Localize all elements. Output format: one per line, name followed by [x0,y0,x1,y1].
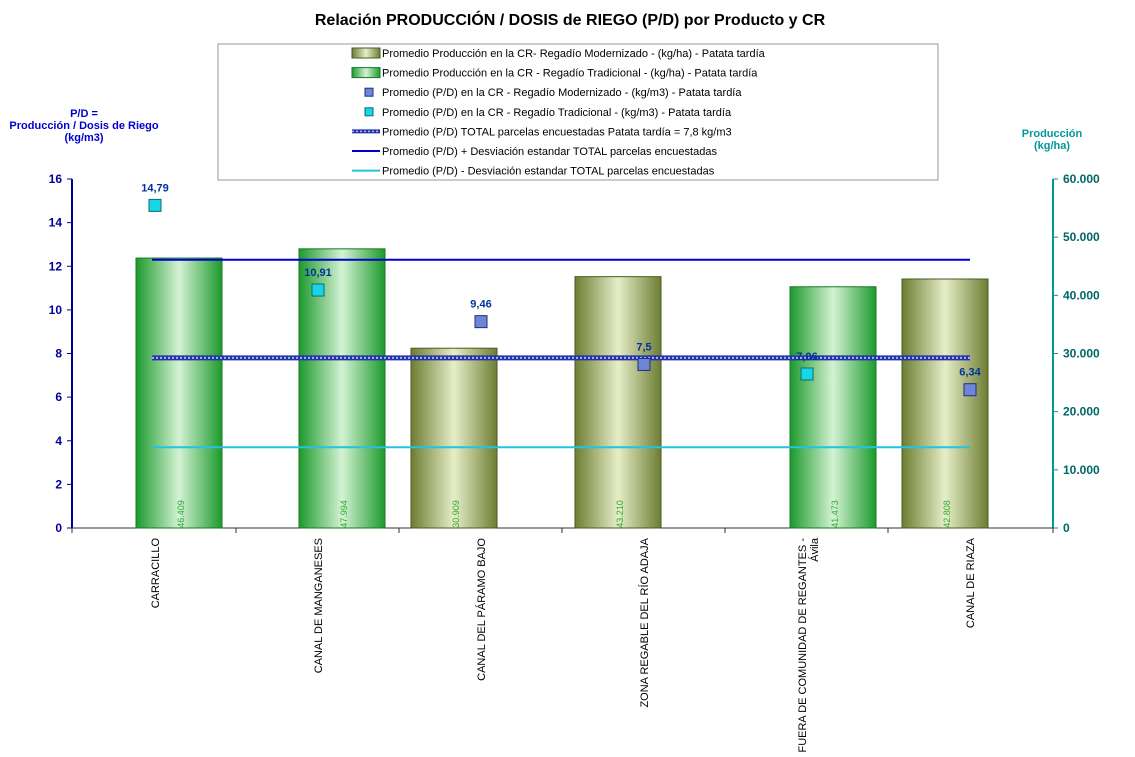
production-bar [789,286,877,529]
left-tick-label: 2 [55,477,62,491]
pd-marker [474,315,488,329]
production-bar-label: 46.409 [176,500,186,528]
legend-swatch [351,47,381,59]
reference-lines [152,258,970,449]
x-category-label: CANAL DEL PÁRAMO BAJO [475,538,488,681]
left-tick-label: 0 [55,521,62,535]
legend-entry-label: Promedio (P/D) en la CR - Regadío Tradic… [382,107,732,119]
pd-marker [311,283,325,297]
x-category-label: ZONA REGABLE DEL RÍO ADAJA [638,537,651,707]
right-axis-title-line: (kg/ha) [1034,140,1070,152]
production-bar [574,276,662,529]
pd-value-label: 10,91 [304,267,332,279]
legend-entry-label: Promedio (P/D) + Desviación estandar TOT… [382,146,717,158]
legend-entry-label: Promedio (P/D) en la CR - Regadío Modern… [382,87,742,99]
legend-swatch [351,67,381,79]
left-axis-title-line: Producción / Dosis de Riego [9,120,158,132]
pd-marker [637,357,651,371]
production-bar [135,257,223,529]
x-category-label: CARRACILLO [150,538,162,609]
right-axis-title: Producción (kg/ha) [1022,128,1083,152]
production-bar-label: 42.808 [942,500,952,528]
production-bar-label: 43.210 [615,500,625,528]
pd-value-label: 6,34 [959,367,981,379]
pd-value-label: 7,5 [636,341,651,353]
legend-entry-label: Promedio (P/D) - Desviación estandar TOT… [382,166,715,178]
production-bar [410,347,498,529]
legend-entry-label: Promedio Producción en la CR- Regadío Mo… [382,48,766,60]
right-axis-title-line: Producción [1022,128,1083,140]
left-tick-label: 8 [55,347,62,361]
x-category-label: CANAL DE MANGANESES [313,538,325,673]
left-axis-title-line: (kg/m3) [64,132,103,144]
production-bars [135,248,989,529]
pd-value-label: 14,79 [141,182,169,194]
legend-box [217,43,939,181]
left-axis-title: P/D = Producción / Dosis de Riego (kg/m3… [9,108,158,144]
right-tick-label: 30.000 [1063,347,1100,361]
right-tick-label: 10.000 [1063,463,1100,477]
pd-marker [148,198,162,212]
chart-title: Relación PRODUCCIÓN / DOSIS de RIEGO (P/… [315,10,826,29]
production-bar-label: 30.909 [451,500,461,528]
x-category-label: Ávila [808,537,821,562]
left-axis-title-line: P/D = [70,108,98,120]
left-tick-label: 16 [49,172,63,186]
production-bar-labels: 46.409 47.994 30.909 43.210 41.473 42.808 [176,500,952,528]
legend-entry-label: Promedio Producción en la CR - Regadío T… [382,68,758,80]
left-tick-label: 4 [55,434,62,448]
legend-entry-label: Promedio (P/D) TOTAL parcelas encuestada… [382,126,732,138]
right-axis-ticks: 0 10.000 20.000 30.000 40.000 50.000 60.000 [1053,172,1100,535]
x-category-label: CANAL DE RIAZA [965,537,977,628]
production-bar-label: 41.473 [830,500,840,528]
legend-swatch [364,107,374,117]
right-tick-label: 40.000 [1063,288,1100,302]
left-axis-ticks: 0 2 4 6 8 10 12 14 16 [49,172,72,535]
left-tick-label: 6 [55,390,62,404]
production-bar [901,278,989,529]
legend: Promedio Producción en la CR- Regadío Mo… [217,43,939,181]
pd-value-label: 9,46 [470,299,491,311]
right-tick-label: 0 [1063,521,1070,535]
x-axis-ticks [71,528,1054,533]
right-tick-label: 20.000 [1063,405,1100,419]
pd-marker [800,367,814,381]
left-tick-label: 10 [49,303,63,317]
pd-markers: 14,79 10,91 9,46 7,5 7,06 6,34 [141,182,982,397]
pd-value-label: 7,06 [796,351,817,363]
production-bar-label: 47.994 [339,500,349,528]
legend-swatch [364,87,374,97]
x-category-labels: CARRACILLO CANAL DE MANGANESES CANAL DEL P… [150,537,977,752]
right-tick-label: 60.000 [1063,172,1100,186]
right-tick-label: 50.000 [1063,230,1100,244]
left-tick-label: 12 [49,259,63,273]
pd-marker [963,383,977,397]
left-tick-label: 14 [49,216,63,230]
x-category-label: FUERA DE COMUNIDAD DE REGANTES - [797,538,809,753]
